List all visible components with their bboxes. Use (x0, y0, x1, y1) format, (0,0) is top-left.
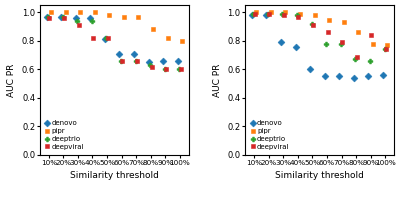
denovo (102, 38, 107, 41)
deeptrio (368, 60, 372, 62)
pipr (165, 37, 170, 39)
deeptrio (251, 13, 256, 15)
deeptrio (280, 13, 285, 15)
deepviral (252, 13, 257, 15)
pipr (298, 13, 302, 15)
deepviral (47, 17, 52, 19)
denovo (322, 75, 327, 78)
deepviral (134, 60, 139, 62)
pipr (370, 42, 375, 45)
Line: deeptrio: deeptrio (251, 11, 387, 63)
Line: denovo: denovo (249, 13, 386, 80)
deepviral (325, 31, 330, 34)
deeptrio (104, 37, 109, 39)
deepviral (149, 65, 154, 68)
pipr (63, 11, 68, 14)
Y-axis label: AUC PR: AUC PR (7, 63, 16, 97)
Line: deepviral: deepviral (47, 16, 183, 72)
deeptrio (295, 14, 300, 17)
deeptrio (75, 20, 80, 22)
deepviral (178, 68, 183, 71)
pipr (122, 15, 126, 18)
pipr (136, 15, 141, 18)
denovo (264, 14, 269, 17)
pipr (92, 11, 97, 14)
deeptrio (148, 64, 152, 66)
pipr (151, 28, 156, 31)
X-axis label: Similarity threshold: Similarity threshold (275, 171, 364, 180)
Line: pipr: pipr (48, 10, 185, 43)
deeptrio (309, 22, 314, 25)
deepviral (282, 14, 286, 17)
pipr (180, 40, 184, 42)
denovo (352, 77, 356, 79)
deeptrio (353, 58, 358, 61)
deepviral (164, 68, 168, 71)
pipr (385, 44, 390, 46)
X-axis label: Similarity threshold: Similarity threshold (70, 171, 159, 180)
pipr (107, 14, 112, 17)
denovo (308, 68, 312, 71)
pipr (48, 11, 53, 14)
Legend: denovo, pipr, deeptrio, deepviral: denovo, pipr, deeptrio, deepviral (44, 119, 86, 151)
deeptrio (266, 13, 270, 15)
denovo (176, 60, 180, 62)
Legend: denovo, pipr, deeptrio, deepviral: denovo, pipr, deeptrio, deepviral (249, 119, 291, 151)
denovo (73, 17, 78, 19)
pipr (78, 11, 82, 14)
denovo (146, 61, 151, 64)
denovo (59, 15, 64, 18)
Line: deepviral: deepviral (252, 11, 388, 59)
deeptrio (60, 15, 65, 18)
deeptrio (177, 68, 182, 71)
deepviral (267, 13, 272, 15)
pipr (312, 14, 317, 17)
Line: deeptrio: deeptrio (46, 14, 182, 72)
deeptrio (133, 60, 138, 62)
denovo (293, 45, 298, 48)
deeptrio (324, 42, 328, 45)
deepviral (106, 37, 110, 39)
deepviral (62, 17, 66, 19)
denovo (161, 60, 166, 62)
deeptrio (118, 60, 123, 62)
denovo (44, 15, 49, 18)
deepviral (311, 24, 316, 26)
pipr (254, 11, 258, 14)
deeptrio (46, 15, 50, 18)
pipr (283, 11, 288, 14)
denovo (88, 17, 93, 19)
deepviral (76, 24, 81, 26)
deeptrio (162, 68, 167, 71)
Line: denovo: denovo (44, 14, 180, 65)
pipr (268, 11, 273, 14)
deepviral (91, 37, 96, 39)
deepviral (384, 48, 388, 51)
denovo (337, 75, 342, 78)
denovo (250, 14, 254, 17)
pipr (327, 18, 332, 21)
deeptrio (89, 20, 94, 22)
denovo (132, 52, 136, 55)
denovo (381, 74, 386, 76)
deepviral (354, 55, 359, 58)
deepviral (120, 60, 125, 62)
Y-axis label: AUC PR: AUC PR (212, 63, 222, 97)
deeptrio (338, 42, 343, 45)
denovo (366, 75, 371, 78)
denovo (117, 52, 122, 55)
Line: pipr: pipr (254, 10, 390, 47)
deepviral (296, 15, 301, 18)
deepviral (369, 34, 374, 36)
deepviral (340, 41, 345, 44)
pipr (356, 31, 361, 34)
pipr (341, 21, 346, 24)
denovo (278, 41, 283, 44)
deeptrio (382, 48, 387, 51)
